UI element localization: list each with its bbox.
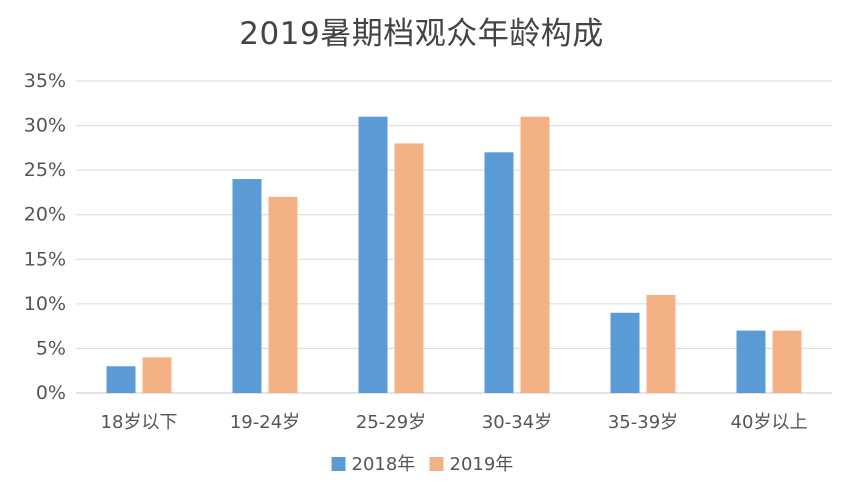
bar-2019年-40岁以上 (772, 330, 802, 393)
bar-2018年-25-29岁 (358, 116, 388, 394)
bar-2018年-30-34岁 (484, 152, 514, 393)
bar-2018年-40岁以上 (736, 330, 766, 393)
bar-2018年-35-39岁 (610, 312, 640, 393)
y-tick-label: 0% (36, 382, 66, 404)
x-tick-label: 25-29岁 (356, 412, 426, 433)
legend-swatch (429, 457, 444, 471)
x-tick-label: 18岁以下 (101, 412, 178, 433)
y-tick-label: 5% (36, 337, 66, 359)
legend-swatch (331, 457, 346, 471)
legend-label: 2019年 (450, 454, 514, 475)
bar-2019年-18岁以下 (142, 357, 172, 393)
bar-2019年-19-24岁 (268, 196, 298, 393)
y-tick-label: 25% (24, 159, 66, 181)
y-tick-label: 35% (24, 70, 66, 92)
y-tick-label: 15% (24, 248, 66, 270)
x-tick-label: 30-34岁 (482, 412, 552, 433)
legend-label: 2018年 (352, 454, 416, 475)
bar-2018年-19-24岁 (232, 179, 262, 393)
y-tick-label: 10% (24, 293, 66, 315)
chart-title: 2019暑期档观众年龄构成 (239, 16, 604, 52)
x-tick-label: 40岁以上 (731, 412, 808, 433)
bar-2019年-35-39岁 (646, 294, 676, 393)
x-tick-label: 19-24岁 (230, 412, 300, 433)
y-tick-label: 20% (24, 204, 66, 226)
bar-2018年-18岁以下 (106, 366, 136, 393)
bar-2019年-30-34岁 (520, 116, 550, 394)
x-tick-label: 35-39岁 (608, 412, 678, 433)
bar-2019年-25-29岁 (394, 143, 424, 393)
y-tick-label: 30% (24, 115, 66, 137)
